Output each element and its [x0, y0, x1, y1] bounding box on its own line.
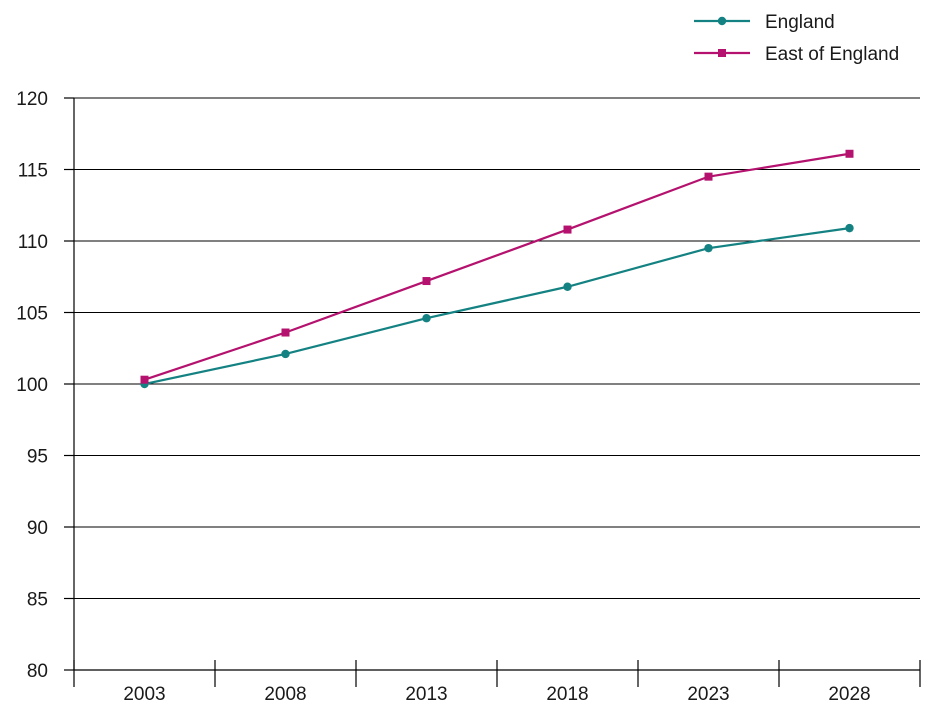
y-tick-label: 95	[27, 447, 48, 468]
y-tick-labels: 80 85 90 95 100 105 110 115 120	[16, 89, 74, 682]
x-tick-label: 2028	[828, 684, 870, 705]
y-tick-label: 115	[18, 161, 48, 182]
legend-item: England	[694, 12, 835, 33]
data-point	[704, 243, 713, 253]
data-point	[422, 314, 431, 323]
y-tick-label: 105	[16, 304, 48, 325]
x-tick-label: 2003	[123, 684, 165, 705]
x-tick-labels: 2003 2008 2013 2018 2023 2028	[123, 684, 870, 705]
y-tick-label: 85	[27, 590, 48, 611]
legend-label: England	[765, 12, 835, 33]
data-point	[140, 375, 149, 384]
gridlines	[74, 97, 920, 599]
data-point	[704, 172, 713, 181]
data-point	[281, 328, 290, 337]
series-east-of-england	[140, 149, 854, 384]
legend-marker	[717, 16, 727, 26]
data-point	[563, 225, 572, 234]
legend-label: East of England	[765, 44, 899, 65]
series-england	[140, 223, 854, 389]
y-tick-label: 100	[16, 375, 48, 396]
data-point	[281, 349, 290, 359]
x-tick-label: 2013	[405, 684, 447, 705]
data-point	[845, 149, 854, 158]
x-tick-label: 2018	[546, 684, 588, 705]
x-category-separators	[73, 660, 921, 687]
legend-marker	[718, 49, 726, 57]
series-line	[144, 227, 850, 386]
legend-item: East of England	[694, 44, 899, 65]
y-tick-label: 110	[18, 232, 48, 253]
data-point	[422, 277, 431, 286]
data-point	[845, 223, 854, 233]
y-tick-label: 120	[16, 89, 48, 110]
y-tick-label: 80	[27, 661, 48, 682]
series-line	[144, 152, 850, 381]
series-layer	[140, 149, 854, 389]
x-tick-label: 2023	[687, 684, 729, 705]
y-tick-label: 90	[27, 518, 48, 539]
data-point	[563, 282, 572, 291]
legend: England East of England	[694, 12, 899, 65]
x-tick-label: 2008	[264, 684, 306, 705]
